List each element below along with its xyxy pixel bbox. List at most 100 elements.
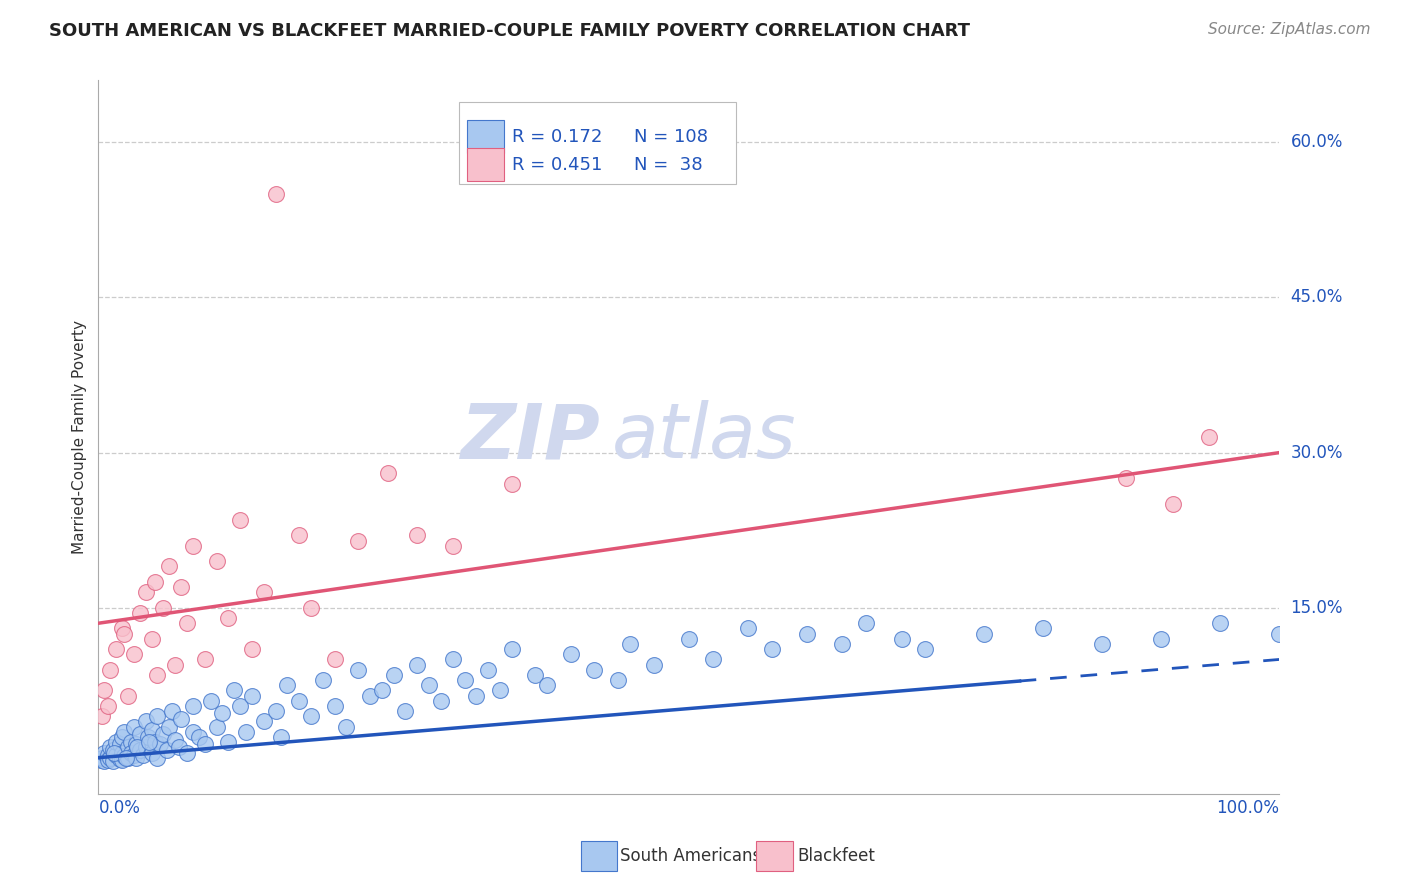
Point bbox=[418, 678, 440, 692]
Point bbox=[111, 621, 134, 635]
Point bbox=[1032, 621, 1054, 635]
Point bbox=[91, 750, 114, 764]
Point bbox=[167, 740, 190, 755]
Point bbox=[152, 600, 174, 615]
Point bbox=[235, 724, 257, 739]
Point bbox=[702, 652, 724, 666]
Point bbox=[1115, 471, 1137, 485]
Point bbox=[643, 657, 665, 672]
Point bbox=[501, 476, 523, 491]
Point bbox=[253, 714, 276, 729]
Point bbox=[406, 657, 429, 672]
Point bbox=[382, 668, 405, 682]
Point bbox=[347, 663, 370, 677]
Point bbox=[98, 740, 121, 755]
Point bbox=[97, 753, 120, 767]
Point bbox=[98, 750, 121, 764]
Point bbox=[264, 704, 287, 718]
Point bbox=[165, 657, 187, 672]
Point bbox=[194, 652, 217, 666]
Point bbox=[737, 621, 759, 635]
Point bbox=[90, 753, 112, 767]
Point bbox=[453, 673, 475, 687]
Point bbox=[146, 709, 169, 723]
Point bbox=[127, 740, 149, 755]
Point bbox=[224, 683, 246, 698]
Point bbox=[176, 616, 198, 631]
Point bbox=[160, 704, 183, 718]
Point bbox=[170, 580, 193, 594]
Point bbox=[128, 606, 150, 620]
Point bbox=[111, 746, 134, 760]
Point bbox=[112, 748, 135, 763]
Point bbox=[101, 754, 124, 768]
Point bbox=[536, 678, 558, 692]
Text: 60.0%: 60.0% bbox=[1291, 133, 1343, 152]
Text: Source: ZipAtlas.com: Source: ZipAtlas.com bbox=[1208, 22, 1371, 37]
Point bbox=[170, 713, 193, 727]
Point bbox=[560, 647, 582, 661]
Point bbox=[98, 663, 121, 677]
Text: 30.0%: 30.0% bbox=[1291, 443, 1343, 461]
Point bbox=[97, 698, 120, 713]
Y-axis label: Married-Couple Family Poverty: Married-Couple Family Poverty bbox=[72, 320, 87, 554]
Point bbox=[93, 683, 115, 698]
Point bbox=[181, 698, 204, 713]
Point bbox=[761, 642, 783, 657]
Text: 100.0%: 100.0% bbox=[1216, 799, 1279, 817]
Point bbox=[111, 753, 134, 767]
Point bbox=[97, 747, 120, 762]
Text: N = 108: N = 108 bbox=[634, 128, 709, 146]
Point bbox=[406, 528, 429, 542]
Text: 45.0%: 45.0% bbox=[1291, 288, 1343, 307]
Point bbox=[194, 737, 217, 751]
Point bbox=[1150, 632, 1173, 646]
Point bbox=[371, 683, 394, 698]
Point bbox=[619, 637, 641, 651]
Point bbox=[323, 652, 346, 666]
Point bbox=[152, 727, 174, 741]
Point bbox=[108, 737, 131, 751]
Point bbox=[125, 737, 148, 751]
Point bbox=[1161, 497, 1184, 511]
Point bbox=[205, 554, 228, 568]
Point bbox=[377, 467, 399, 481]
Text: atlas: atlas bbox=[612, 401, 797, 474]
Point bbox=[678, 632, 700, 646]
Point bbox=[117, 740, 139, 755]
Point bbox=[229, 513, 252, 527]
Point bbox=[135, 714, 157, 729]
Point bbox=[299, 600, 322, 615]
Point bbox=[122, 647, 145, 661]
Point bbox=[105, 735, 128, 749]
Point bbox=[143, 735, 166, 749]
Point bbox=[264, 187, 287, 202]
Point bbox=[312, 673, 335, 687]
Point bbox=[132, 747, 155, 762]
Point bbox=[157, 559, 180, 574]
Point bbox=[335, 720, 357, 734]
Point bbox=[211, 706, 233, 721]
Point bbox=[973, 626, 995, 640]
Point bbox=[122, 720, 145, 734]
Point bbox=[200, 694, 222, 708]
Point bbox=[229, 698, 252, 713]
Point bbox=[117, 750, 139, 764]
Point bbox=[1198, 430, 1220, 444]
Point bbox=[128, 743, 150, 757]
Point bbox=[136, 730, 159, 744]
Point bbox=[831, 637, 853, 651]
Point bbox=[146, 668, 169, 682]
Point bbox=[112, 626, 135, 640]
Point bbox=[240, 689, 263, 703]
Point bbox=[359, 689, 381, 703]
Point bbox=[1268, 626, 1291, 640]
Point bbox=[914, 642, 936, 657]
Text: 0.0%: 0.0% bbox=[98, 799, 141, 817]
Point bbox=[430, 694, 453, 708]
Point bbox=[394, 704, 416, 718]
Point bbox=[276, 678, 298, 692]
Point bbox=[477, 663, 499, 677]
Text: South Americans: South Americans bbox=[620, 847, 761, 865]
Point bbox=[146, 750, 169, 764]
